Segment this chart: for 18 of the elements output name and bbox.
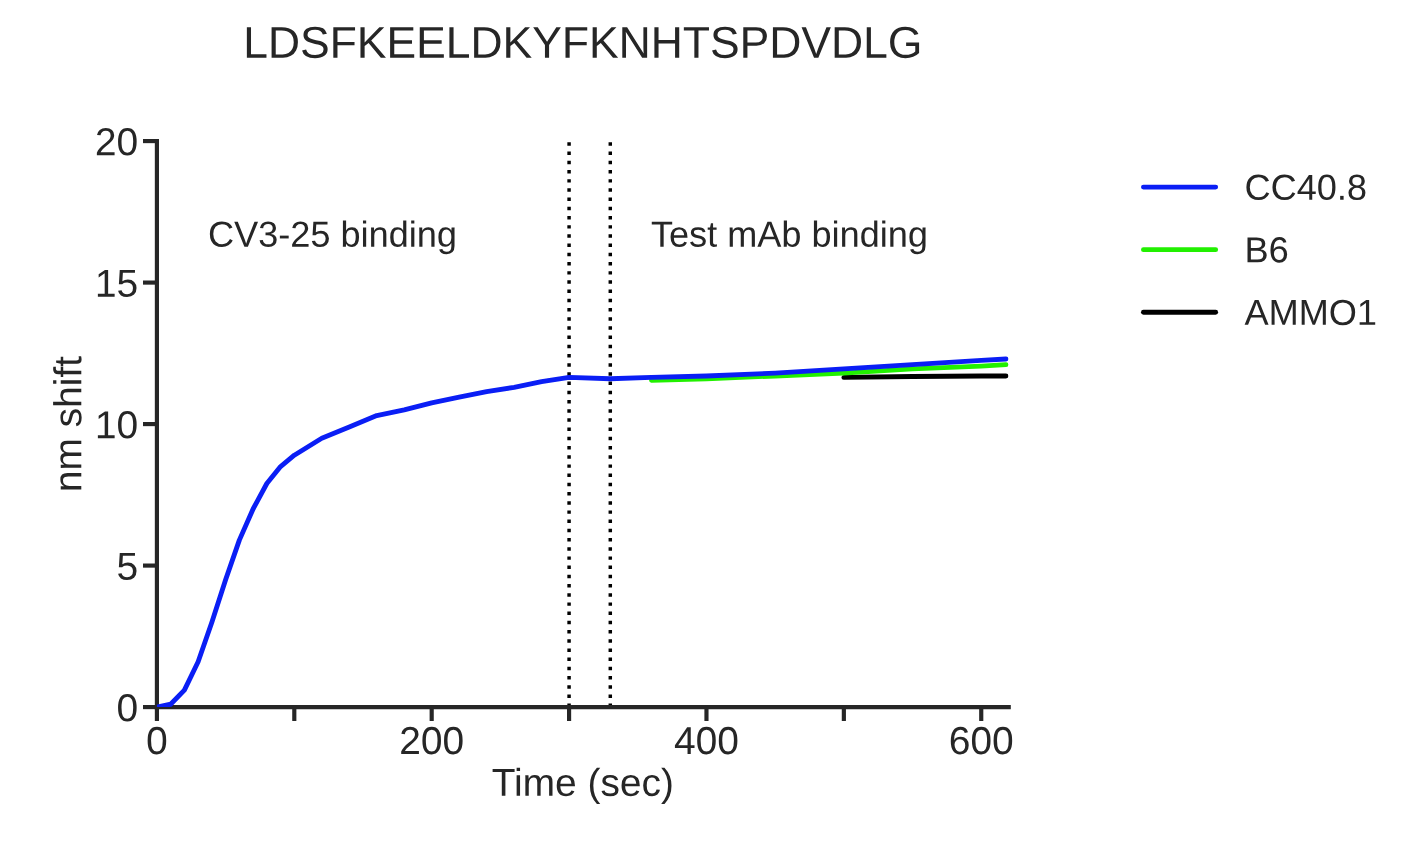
annotation: Test mAb binding	[651, 220, 926, 255]
x-axis-title: Time (sec)	[492, 767, 672, 804]
y-tick-label: 15	[97, 269, 137, 298]
x-tick-label: 0	[147, 726, 167, 755]
x-tick-label: 400	[674, 726, 738, 755]
x-tick-label: 600	[950, 726, 1013, 755]
legend-label: B6	[1247, 237, 1288, 263]
y-axis-title: nm shift	[53, 356, 82, 490]
legend-label: AMMO1	[1244, 299, 1376, 326]
line-series	[649, 362, 1009, 383]
x-tick-label: 200	[401, 726, 463, 755]
y-tick-label: 0	[118, 694, 137, 722]
y-tick-label: 5	[118, 552, 137, 581]
annotation: CV3-25 binding	[209, 220, 455, 255]
y-tick-label: 20	[96, 128, 137, 156]
y-tick-label: 10	[97, 411, 137, 439]
legend-label: CC40.8	[1246, 174, 1366, 201]
chart-title: LDSFKEELDKYFKNHTSPDVDLG	[246, 26, 920, 59]
